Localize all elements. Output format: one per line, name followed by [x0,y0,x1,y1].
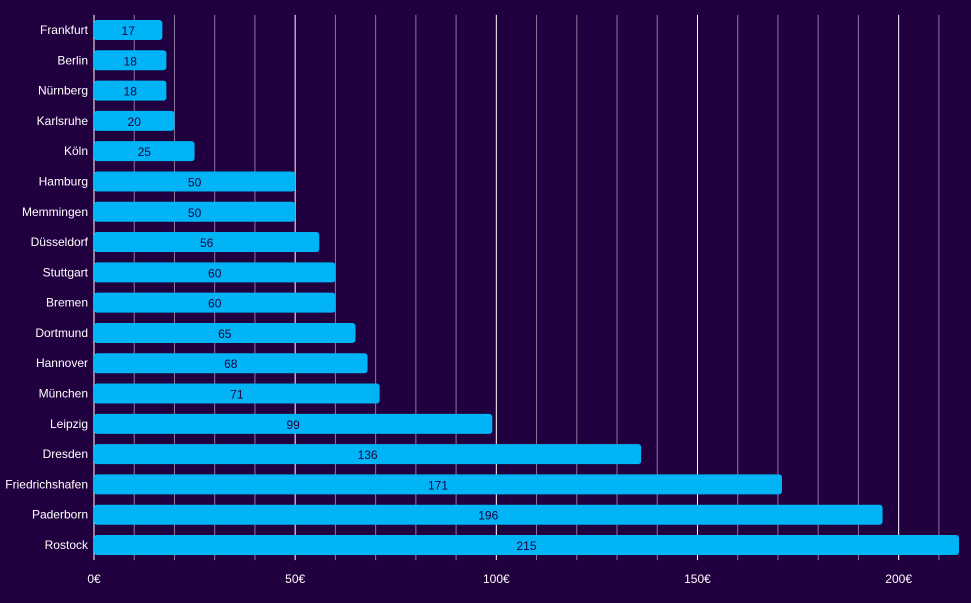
category-label: Berlin [57,53,88,67]
bar [94,171,296,192]
bar-value-label: 18 [124,85,138,99]
category-label: Bremen [46,296,88,310]
category-label: Hannover [36,356,88,370]
bar [94,80,167,101]
bar-value-label: 60 [208,297,222,311]
value-labels: 17 18 18 20 25 50 50 56 60 60 65 68 71 99 136 171 196 215 [122,24,537,553]
bar [94,444,642,465]
bar [94,322,356,343]
bar [94,110,175,131]
category-label: Dortmund [35,326,88,340]
category-label: Hamburg [39,174,88,188]
bar [94,353,368,374]
bar-value-label: 136 [358,448,378,462]
bar [94,262,336,283]
category-labels: Frankfurt Berlin Nürnberg Karlsruhe Köln Hamb… [5,23,89,552]
category-label: Paderborn [32,508,88,522]
bar-value-label: 215 [516,539,536,553]
bar-value-label: 65 [218,327,232,341]
bar-value-label: 171 [428,478,448,492]
category-label: Nürnberg [38,84,88,98]
bar-value-label: 20 [128,115,142,129]
category-label: München [39,387,88,401]
category-label: Dresden [43,447,88,461]
x-axis-ticks: 0€ 50€ 100€ 150€ 200€ [87,572,912,586]
category-label: Memmingen [22,205,88,219]
grid-lines [93,14,940,561]
bar-value-label: 17 [122,24,136,38]
bar [94,383,380,404]
bar [94,535,959,555]
bar-value-label: 71 [230,388,244,402]
bar-value-label: 18 [124,54,138,68]
bar-value-label: 68 [224,357,238,371]
x-tick-label: 100€ [483,572,510,586]
bar-value-label: 25 [138,145,152,159]
bar [94,413,493,434]
x-tick-label: 0€ [87,572,101,586]
x-tick-label: 50€ [285,572,305,586]
bar-value-label: 99 [286,418,300,432]
x-tick-label: 150€ [684,572,711,586]
bar [94,474,782,495]
category-label: Friedrichshafen [5,477,88,491]
bar [94,201,296,222]
bar [94,232,320,253]
bar-value-label: 196 [478,509,498,523]
category-label: Frankfurt [40,23,89,37]
category-label: Köln [64,144,88,158]
bar-value-label: 56 [200,236,214,250]
bar [94,141,195,162]
category-label: Karlsruhe [37,114,89,128]
category-label: Rostock [45,538,89,552]
bar [94,292,336,313]
bar [94,50,167,71]
bar-value-label: 50 [188,206,202,220]
bars [94,20,959,555]
x-tick-label: 200€ [885,572,912,586]
bar-value-label: 50 [188,175,202,189]
category-label: Leipzig [50,417,88,431]
category-label: Stuttgart [43,265,89,279]
bar-value-label: 60 [208,266,222,280]
category-label: Düsseldorf [31,235,89,249]
bar [94,504,883,525]
bar [94,20,163,40]
